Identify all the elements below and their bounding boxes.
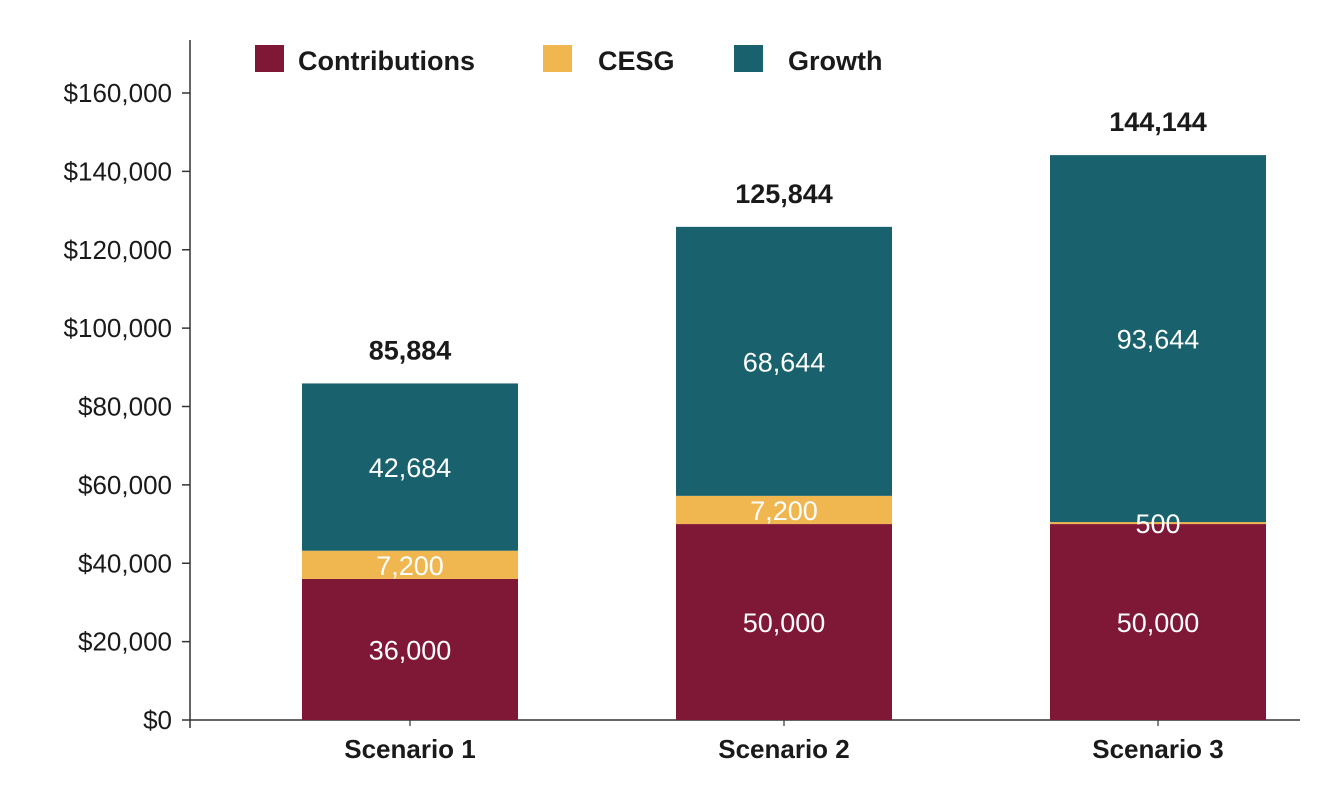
segment-value-label: 36,000 [369,635,452,665]
y-tick-label: $160,000 [64,78,172,108]
legend: Contributions CESG Growth [255,45,883,76]
segment-value-label: 7,200 [750,496,818,526]
x-category-label: Scenario 1 [344,734,476,764]
y-tick-label: $60,000 [78,470,172,500]
legend-label-contributions: Contributions [298,46,475,76]
y-tick-label: $120,000 [64,235,172,265]
bar-total-label: 144,144 [1109,107,1207,137]
segment-value-label: 68,644 [743,347,826,377]
bars [302,155,1266,720]
bar-segment-growth [676,226,892,496]
y-tick-label: $0 [143,705,172,735]
bar-segment-cesg [1050,522,1266,525]
bar-total-label: 85,884 [369,335,452,365]
bar-segment-cesg [676,495,892,525]
bar-total-label: 125,844 [735,179,833,209]
y-tick-label: $80,000 [78,392,172,422]
legend-label-cesg: CESG [598,46,675,76]
legend-swatch-contributions [255,45,284,72]
segment-value-label: 7,200 [376,551,444,581]
bar-segment-cesg [302,550,518,579]
y-tick-label: $40,000 [78,548,172,578]
y-tick-label: $140,000 [64,156,172,186]
x-category-label: Scenario 2 [718,734,850,764]
segment-value-label: 93,644 [1117,325,1200,355]
segment-value-label: 50,000 [743,608,826,638]
labels: 36,000 7,200 42,684 85,884 50,000 7,200 68,644… [369,107,1207,665]
segment-value-label: 42,684 [369,453,452,483]
bar-segment-contributions [676,524,892,720]
segment-value-label: 50,000 [1117,608,1200,638]
legend-label-growth: Growth [788,46,883,76]
axes: $0 $20,000 $40,000 $60,000 $80,000 $100,000 $1… [64,40,1300,764]
y-tick-label: $100,000 [64,313,172,343]
bar-segment-growth [302,383,518,551]
segment-value-label: 500 [1135,509,1180,539]
bar-segment-growth [1050,155,1266,523]
y-tick-label: $20,000 [78,627,172,657]
bar-segment-contributions [1050,524,1266,720]
x-category-label: Scenario 3 [1092,734,1224,764]
bar-segment-contributions [302,578,518,720]
legend-swatch-growth [734,45,763,72]
legend-swatch-cesg [543,45,572,72]
